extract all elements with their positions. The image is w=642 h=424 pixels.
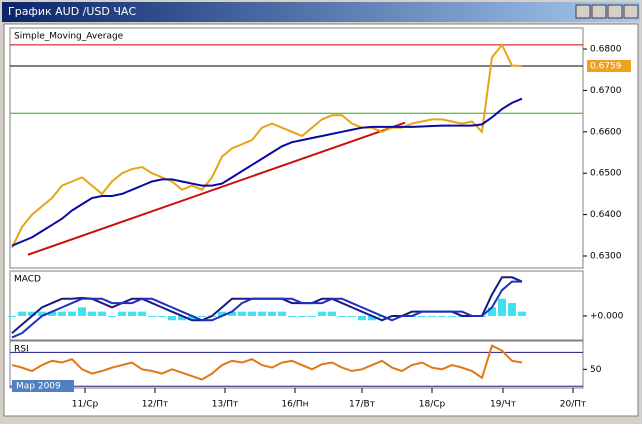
histogram-bar xyxy=(218,311,226,316)
x-tick-label: 16/Пн xyxy=(281,400,308,410)
series-line xyxy=(11,280,522,339)
histogram-bar xyxy=(18,311,26,316)
histogram-bar xyxy=(278,311,286,316)
histogram-bar xyxy=(328,311,336,316)
histogram-bar xyxy=(118,311,126,316)
histogram-bar xyxy=(268,311,276,316)
histogram-bar xyxy=(148,315,156,317)
x-tick-label: 17/Вт xyxy=(349,400,375,410)
panel-border xyxy=(9,270,584,341)
histogram-bar xyxy=(288,315,296,317)
histogram-bar xyxy=(338,315,346,317)
histogram-bar xyxy=(28,311,36,316)
panel-title: MACD xyxy=(14,275,41,285)
x-tick-label: 13/Пт xyxy=(212,400,239,410)
x-tick-label: 19/Чт xyxy=(490,400,516,410)
x-tick-label: 18/Ср xyxy=(419,400,446,410)
histogram-bar xyxy=(48,311,56,316)
close-button[interactable] xyxy=(623,4,639,19)
histogram-bar xyxy=(8,315,16,317)
histogram-bar xyxy=(438,315,446,317)
histogram-bar xyxy=(418,315,426,317)
y-tick-label: 0.6700 xyxy=(590,86,622,96)
window-title: График AUD /USD ЧАС xyxy=(8,5,136,18)
histogram-bar xyxy=(498,298,506,316)
histogram-bar xyxy=(508,303,516,316)
histogram-bar xyxy=(158,315,166,317)
y-tick-label: 0.6500 xyxy=(590,169,622,179)
histogram-bar xyxy=(168,315,176,321)
histogram-bar xyxy=(198,315,206,317)
histogram-bar xyxy=(178,315,186,321)
x-tick-label: 20/Пт xyxy=(560,400,587,410)
histogram-bar xyxy=(298,315,306,317)
histogram-bar xyxy=(238,311,246,316)
title-bar xyxy=(2,2,640,22)
panel-border xyxy=(9,27,584,269)
series-line xyxy=(11,97,523,247)
histogram-bar xyxy=(368,315,376,321)
histogram-bar xyxy=(78,307,86,316)
restore-button[interactable] xyxy=(591,4,607,19)
histogram-bar xyxy=(58,311,66,316)
y-tick-label: 0.6400 xyxy=(590,210,622,220)
histogram-bar xyxy=(318,311,326,316)
trend-line xyxy=(27,121,406,256)
series-line xyxy=(11,43,523,249)
window-buttons[interactable] xyxy=(575,4,639,19)
series-line xyxy=(11,344,523,381)
histogram-bar xyxy=(428,315,436,317)
y-tick-label: 0.6800 xyxy=(590,45,622,55)
x-tick-label: 11/Ср xyxy=(72,400,99,410)
maximize-button[interactable] xyxy=(607,4,623,19)
histogram-bar xyxy=(348,315,356,317)
x-tick-label: 12/Пт xyxy=(142,400,169,410)
histogram-bar xyxy=(38,311,46,316)
histogram-bar xyxy=(308,315,316,317)
histogram-bar xyxy=(448,315,456,317)
y-tick-label: 0.6300 xyxy=(590,251,622,261)
price-label-box xyxy=(587,60,631,73)
y-tick-label: +0.000 xyxy=(590,311,624,321)
histogram-bar xyxy=(98,311,106,316)
histogram-bar xyxy=(68,311,76,316)
y-tick-label: 0.6600 xyxy=(590,127,622,137)
panel-title: RSI xyxy=(14,345,29,355)
panel-border xyxy=(9,340,584,389)
histogram-bar xyxy=(258,311,266,316)
price-label: 0.6759 xyxy=(590,62,622,72)
minimize-button[interactable] xyxy=(575,4,591,19)
histogram-bar xyxy=(88,311,96,316)
period-label-box xyxy=(12,380,74,392)
chart-area xyxy=(3,23,639,417)
histogram-bar xyxy=(518,311,526,316)
histogram-bar xyxy=(248,311,256,316)
histogram-bar xyxy=(138,311,146,316)
histogram-bar xyxy=(108,315,116,317)
panel-title: Simple_Moving_Average xyxy=(14,32,124,42)
histogram-bar xyxy=(488,307,496,316)
histogram-bar xyxy=(358,315,366,321)
y-tick-label: 50 xyxy=(590,365,602,375)
histogram-bar xyxy=(188,315,196,321)
histogram-bar xyxy=(128,311,136,316)
period-label: Мар 2009 xyxy=(16,382,61,392)
histogram-bar xyxy=(228,311,236,316)
